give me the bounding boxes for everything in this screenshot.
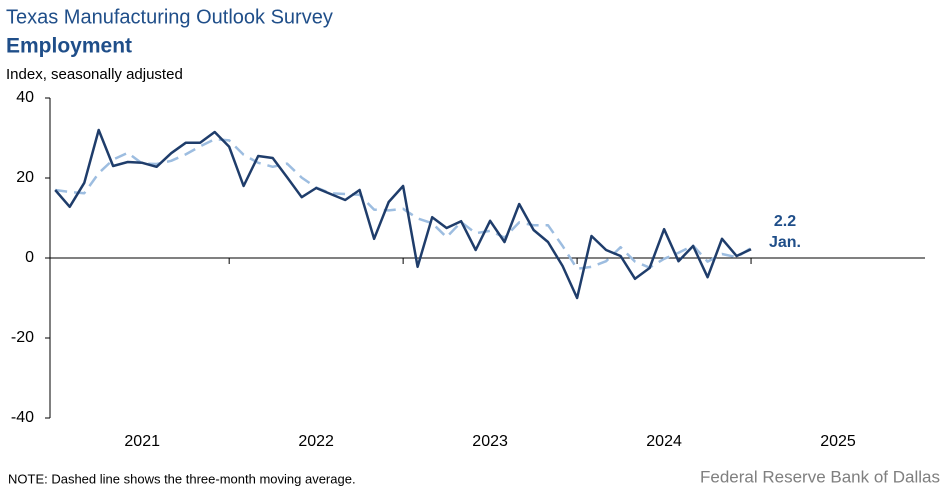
x-tick-label: 2023 (472, 433, 508, 450)
annotation: Jan. (769, 234, 801, 251)
y-axis-label: Index, seasonally adjusted (6, 66, 183, 83)
y-tick-label: -20 (11, 329, 34, 346)
note: NOTE: Dashed line shows the three-month … (8, 471, 356, 486)
y-tick-label: -40 (11, 409, 34, 426)
x-tick-label: 2021 (124, 433, 160, 450)
chart-subtitle: Employment (6, 35, 132, 58)
y-tick-label: 0 (25, 249, 34, 266)
series-line (55, 137, 752, 271)
x-tick-label: 2022 (298, 433, 334, 450)
x-tick-label: 2025 (820, 433, 856, 450)
series-line (54, 128, 752, 300)
source: Federal Reserve Bank of Dallas (700, 467, 940, 486)
annotation: 2.2 (774, 213, 796, 230)
y-tick-label: 40 (16, 89, 34, 106)
y-tick-label: 20 (16, 169, 34, 186)
x-tick-label: 2024 (646, 433, 682, 450)
chart-title: Texas Manufacturing Outlook Survey (6, 6, 333, 28)
